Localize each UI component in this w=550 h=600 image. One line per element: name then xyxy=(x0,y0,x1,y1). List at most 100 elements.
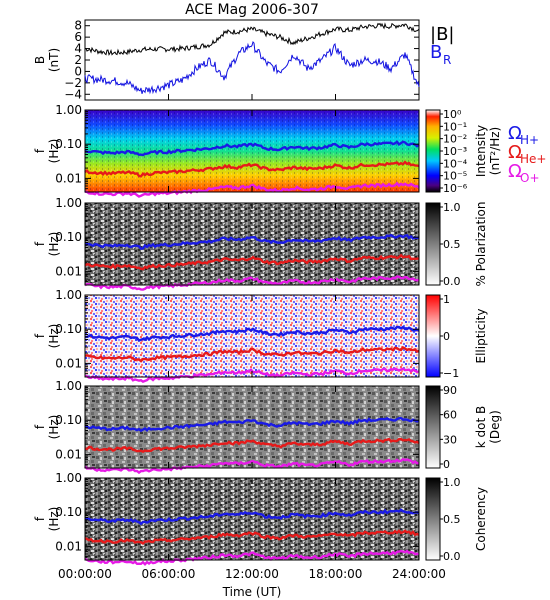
coherency-gyro-line-H xyxy=(84,508,420,526)
coherency-texture xyxy=(85,478,419,560)
polarization-ytick-label: 0.10 xyxy=(55,230,82,244)
ellipticity-gyro-line-He xyxy=(84,346,420,363)
b-ytick-label: 2 xyxy=(74,53,82,67)
intensity-colorbar xyxy=(426,110,440,192)
k-dot-b-panel: 1.00 0.10 0.01 f (Hz) 90 60 30 0 k dot B (Deg) xyxy=(33,379,502,475)
ellipticity-colorbar-tick-label: 0 xyxy=(443,330,450,343)
coherency-colorbar-tick-label: 1.0 xyxy=(443,476,461,489)
b-ylabel: B xyxy=(33,56,47,64)
legend-BR: B R xyxy=(430,42,451,67)
k-dot-b-colorbar xyxy=(426,386,440,468)
intensity-yunit: (Hz) xyxy=(47,139,61,164)
ellipticity-colorbar xyxy=(426,295,440,377)
k-dot-b-ylabel: f xyxy=(33,424,47,429)
legend-omega-He: Ω xyxy=(508,142,522,163)
intensity-gyro-line-O xyxy=(84,181,420,198)
series-line-BR xyxy=(84,40,420,95)
b-ytick-label: 8 xyxy=(74,19,82,33)
ellipticity-ytick-label: 0.10 xyxy=(55,322,82,336)
k-dot-b-colorbar-label: k dot B xyxy=(474,406,488,448)
coherency-ytick-label: 0.01 xyxy=(55,539,82,553)
intensity-ytick-label: 1.00 xyxy=(55,103,82,117)
intensity-panel: 1.00 0.10 0.01 f (Hz) 10⁰10⁻¹10⁻²10⁻³10⁻⁴10⁻⁵… xyxy=(33,103,502,198)
coherency-colorbar-tick-label: 0.5 xyxy=(443,513,461,526)
legend-H-sub: H+ xyxy=(520,133,539,147)
intensity-colorbar-tick-label: 10⁻¹ xyxy=(443,120,467,133)
x-tick-label: 24:00:00 xyxy=(392,567,446,581)
polarization-yunit: (Hz) xyxy=(47,232,61,257)
b-ytick-label: 0 xyxy=(74,64,82,78)
ellipticity-texture xyxy=(85,295,419,377)
legend-BR-sub: R xyxy=(443,53,451,67)
b-ytick-label: 4 xyxy=(74,42,82,56)
legend-He-sub: He+ xyxy=(520,152,546,166)
k-dot-b-ytick-label: 1.00 xyxy=(55,379,82,393)
k-dot-b-colorbar-tick-label: 60 xyxy=(443,409,457,422)
b-ytick-label: −4 xyxy=(64,87,82,101)
coherency-colorbar-tick-label: 0.0 xyxy=(443,550,461,563)
coherency-gyro-line-He xyxy=(84,529,420,546)
k-dot-b-colorbar-tick-label: 0 xyxy=(443,458,450,471)
intensity-colorbar-tick-label: 10⁻⁴ xyxy=(443,157,468,170)
x-tick-label: 00:00:00 xyxy=(58,567,112,581)
b-lines xyxy=(84,22,420,95)
gyro-legend: Ω H+ Ω He+ Ω O+ xyxy=(508,123,546,185)
ellipticity-gyro-line-O xyxy=(84,367,420,384)
k-dot-b-colorbar-unit: (Deg) xyxy=(488,410,502,444)
coherency-gyro-line-O xyxy=(84,549,420,567)
legend-O-sub: O+ xyxy=(520,171,540,185)
intensity-colorbar-tick-label: 10⁻⁶ xyxy=(443,182,468,195)
coherency-yunit: (Hz) xyxy=(47,507,61,532)
coherency-colorbar xyxy=(426,478,440,560)
b-ytick-label: 6 xyxy=(74,30,82,44)
intensity-colorbar-label: Intensity xyxy=(474,125,488,177)
polarization-colorbar-tick-label: 0.0 xyxy=(443,275,461,288)
intensity-ytick-label: 0.01 xyxy=(55,171,82,185)
polarization-colorbar-tick-label: 1.0 xyxy=(443,201,461,214)
spectrogram-panels: 1.000.100.01f (Hz)10⁰10⁻¹10⁻²10⁻³10⁻⁴10⁻⁵… xyxy=(33,103,502,567)
polarization-texture xyxy=(85,203,419,285)
intensity-ylabel: f xyxy=(33,148,47,153)
intensity-ytick-label: 0.10 xyxy=(55,137,82,151)
x-axis: 00:00:00 06:00:00 12:00:00 18:00:00 24:00:00 xyxy=(58,94,446,581)
x-tick-label: 06:00:00 xyxy=(142,567,196,581)
polarization-panel: 1.00 0.10 0.01 f (Hz) 1.0 0.5 0.0 % Polarization xyxy=(33,196,488,291)
k-dot-b-gyro-line-He xyxy=(84,437,420,454)
intensity-texture xyxy=(85,110,419,192)
intensity-colorbar-tick-label: 10⁻³ xyxy=(443,145,467,158)
k-dot-b-colorbar-tick-label: 30 xyxy=(443,433,457,446)
intensity-colorbar-tick-label: 10⁻⁵ xyxy=(443,170,467,183)
ellipticity-ytick-label: 0.01 xyxy=(55,356,82,370)
legend-omega-H: Ω xyxy=(508,123,522,144)
polarization-colorbar-tick-label: 0.5 xyxy=(443,238,461,251)
coherency-panel: 1.00 0.10 0.01 f (Hz) 1.0 0.5 0.0 Coherency xyxy=(33,471,488,567)
intensity-gyro-line-He xyxy=(84,160,420,178)
ellipticity-gyro-line-H xyxy=(84,325,420,342)
x-axis-label: Time (UT) xyxy=(222,585,282,599)
intensity-gyro-line-H xyxy=(84,140,420,157)
coherency-ytick-label: 1.00 xyxy=(55,471,82,485)
polarization-ytick-label: 1.00 xyxy=(55,196,82,210)
ellipticity-colorbar-label: Ellipticity xyxy=(474,309,488,364)
polarization-gyro-line-O xyxy=(84,275,420,291)
polarization-colorbar xyxy=(426,203,440,285)
coherency-ylabel: f xyxy=(33,516,47,521)
polarization-gyro-line-H xyxy=(84,233,420,250)
k-dot-b-ytick-label: 0.01 xyxy=(55,447,82,461)
legend-omega-O: Ω xyxy=(508,161,522,182)
k-dot-b-gyro-line-O xyxy=(84,457,419,475)
legend-BR-main: B xyxy=(430,42,442,63)
k-dot-b-gyro-line-H xyxy=(84,416,420,433)
intensity-colorbar-tick-label: 10⁰ xyxy=(443,108,462,121)
b-ytick-label: −2 xyxy=(64,76,82,90)
ellipticity-colorbar-tick-label: 1 xyxy=(443,293,450,306)
coherency-colorbar-label: Coherency xyxy=(474,487,488,551)
legend-absB: |B| xyxy=(430,24,454,45)
ellipticity-ytick-label: 1.00 xyxy=(55,288,82,302)
polarization-ytick-label: 0.01 xyxy=(55,264,82,278)
k-dot-b-ytick-label: 0.10 xyxy=(55,413,82,427)
polarization-ylabel: f xyxy=(33,241,47,246)
